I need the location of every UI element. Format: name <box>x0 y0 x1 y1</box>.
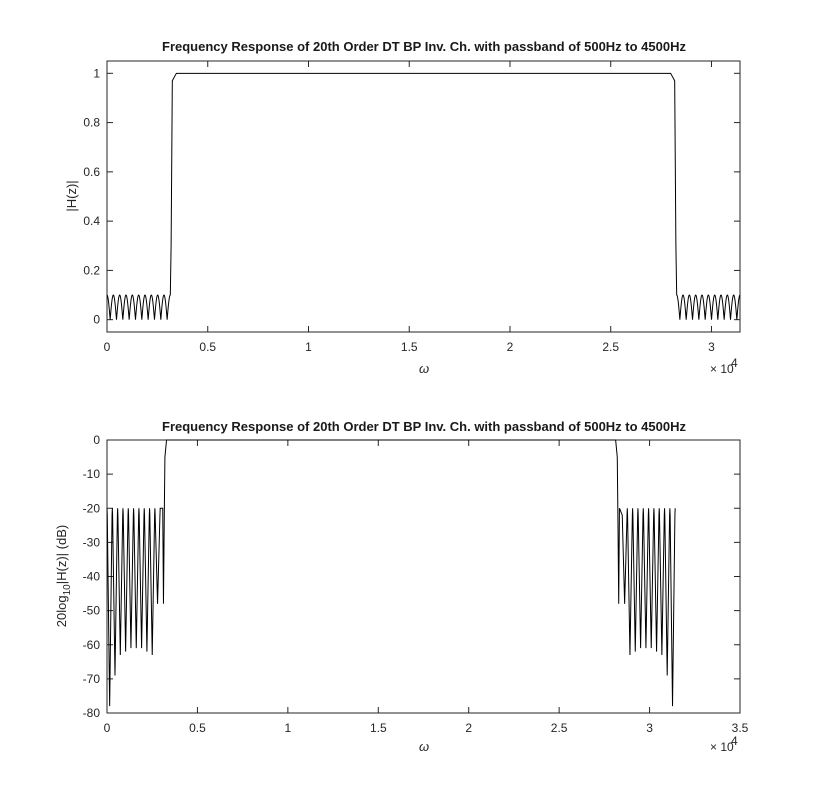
x-tick-label: 2 <box>507 340 514 354</box>
x-tick-label: 1.5 <box>401 340 418 354</box>
y-tick-label: -60 <box>83 638 101 652</box>
db-curve <box>106 439 676 707</box>
chart-title: Frequency Response of 20th Order DT BP I… <box>162 39 686 54</box>
y-tick-label: 0.2 <box>83 263 100 277</box>
x-tick-label: 1 <box>285 721 292 735</box>
magnitude-curve <box>106 72 741 320</box>
x-tick-label: 2.5 <box>602 340 619 354</box>
axes-box <box>106 60 741 333</box>
subplot-magnitude: Frequency Response of 20th Order DT BP I… <box>64 39 741 376</box>
subplot-db: Frequency Response of 20th Order DT BP I… <box>54 419 749 754</box>
y-tick-label: 0.6 <box>83 165 100 179</box>
x-tick-label: 0 <box>104 721 111 735</box>
x-exponent-base-db: × 10 <box>710 740 734 754</box>
y-axis-label-sub: 10 <box>62 584 73 596</box>
x-axis-db: 0 0.5 1 1.5 2 2.5 3 3.5 <box>104 440 749 735</box>
x-tick-label: 3.5 <box>732 721 749 735</box>
x-exponent-db: × 10 4 <box>710 734 738 754</box>
x-axis: 0 0.5 1 1.5 2 2.5 3 <box>104 61 715 354</box>
y-tick-label: 0 <box>93 433 100 447</box>
y-axis-db: 0 -10 -20 -30 -40 -50 -60 -70 -80 <box>83 433 740 720</box>
x-tick-label: 2 <box>465 721 472 735</box>
x-axis-label: ω <box>419 361 429 376</box>
y-tick-label: -30 <box>83 535 101 549</box>
chart-title-db: Frequency Response of 20th Order DT BP I… <box>162 419 686 434</box>
y-axis-label-rest: |H(z)| (dB) <box>54 525 69 584</box>
x-tick-label: 0 <box>104 340 111 354</box>
y-axis-label: |H(z)| <box>64 180 79 211</box>
y-tick-label: -40 <box>83 570 101 584</box>
y-tick-label: -70 <box>83 672 101 686</box>
y-axis-label-db: 20log10|H(z)| (dB) <box>54 525 73 627</box>
x-axis-label-db: ω <box>419 739 429 754</box>
y-tick-label: 0.8 <box>83 116 100 130</box>
y-tick-label: 1 <box>93 66 100 80</box>
x-tick-label: 3 <box>708 340 715 354</box>
y-tick-label: -80 <box>83 706 101 720</box>
y-tick-label: -50 <box>83 604 101 618</box>
x-exponent-base: × 10 <box>710 362 734 376</box>
x-exponent-power: 4 <box>731 356 738 370</box>
x-tick-label: 0.5 <box>189 721 206 735</box>
y-tick-label: -10 <box>83 467 101 481</box>
x-tick-label: 3 <box>646 721 653 735</box>
x-tick-label: 2.5 <box>551 721 568 735</box>
x-exponent: × 10 4 <box>710 356 738 376</box>
x-tick-label: 0.5 <box>199 340 216 354</box>
y-axis: 0 0.2 0.4 0.6 0.8 1 <box>83 66 740 327</box>
y-tick-label: -20 <box>83 501 101 515</box>
x-exponent-power-db: 4 <box>731 734 738 748</box>
x-tick-label: 1.5 <box>370 721 387 735</box>
x-tick-label: 1 <box>305 340 312 354</box>
y-tick-label: 0 <box>93 313 100 327</box>
y-axis-label-main: 20log <box>54 595 69 627</box>
y-tick-label: 0.4 <box>83 214 100 228</box>
